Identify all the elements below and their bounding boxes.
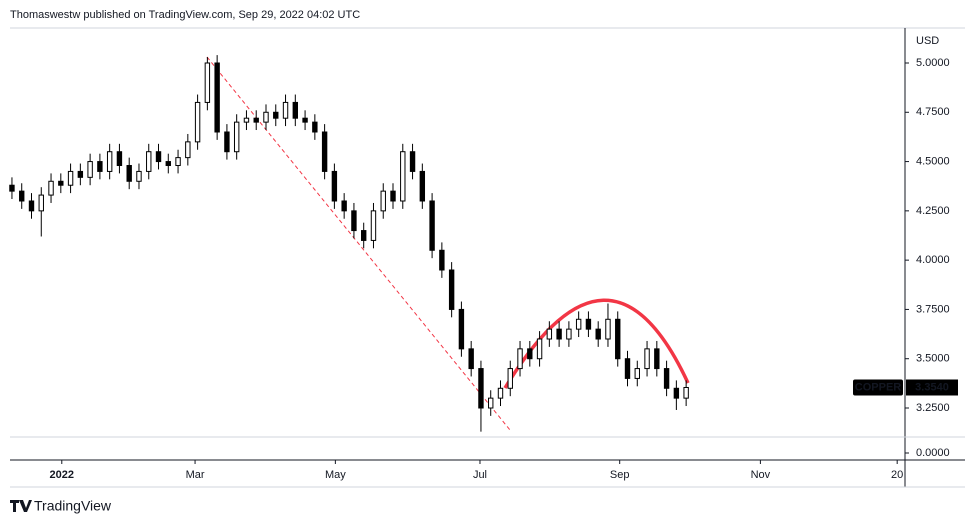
candle-body bbox=[67, 170, 74, 186]
candle-body bbox=[155, 151, 162, 163]
candle-body bbox=[9, 184, 15, 192]
x-tick-label: May bbox=[325, 469, 346, 481]
last-price-label: 3.3540 bbox=[915, 381, 949, 393]
candle-body bbox=[253, 117, 259, 123]
footer: TradingView bbox=[34, 498, 112, 514]
candle-body bbox=[488, 397, 494, 409]
candle-body bbox=[585, 318, 592, 330]
candle-body bbox=[624, 358, 631, 379]
candle-body bbox=[341, 200, 347, 212]
y-tick-label: 4.2500 bbox=[916, 205, 950, 217]
candle-body bbox=[595, 328, 601, 340]
candle-body bbox=[38, 194, 44, 212]
candle-body bbox=[654, 348, 660, 370]
candle-body bbox=[165, 161, 171, 167]
x-tick-label: 2022 bbox=[50, 469, 74, 481]
x-tick-label: Mar bbox=[186, 469, 205, 481]
candle-body bbox=[478, 368, 484, 409]
candle-body bbox=[546, 328, 553, 340]
y-tick-label: 5.0000 bbox=[916, 57, 950, 69]
candle-body bbox=[126, 165, 132, 182]
candle-body bbox=[527, 348, 533, 360]
candle-body bbox=[429, 200, 435, 251]
header: Thomaswestw published on TradingView.com… bbox=[10, 9, 360, 21]
candle-body bbox=[409, 151, 416, 172]
y-tick-label: 3.5000 bbox=[916, 353, 950, 365]
candle-body bbox=[663, 368, 670, 389]
candle-body bbox=[28, 200, 35, 212]
candle-body bbox=[204, 62, 211, 103]
candle-body bbox=[321, 131, 328, 172]
candle-body bbox=[243, 117, 250, 123]
candle-body bbox=[370, 210, 377, 241]
candle-body bbox=[19, 190, 25, 202]
rounded-top-arc bbox=[503, 298, 690, 389]
candle-body bbox=[497, 387, 504, 399]
candle-body bbox=[77, 170, 84, 178]
candle-body bbox=[106, 151, 113, 172]
x-tick-label: Nov bbox=[751, 469, 771, 481]
y-tick-label: 4.5000 bbox=[916, 155, 950, 167]
candle-body bbox=[673, 387, 680, 399]
candle-body bbox=[458, 308, 465, 350]
candle-body bbox=[566, 328, 572, 340]
candle-body bbox=[439, 249, 445, 271]
candle-body bbox=[214, 62, 220, 133]
candle-body bbox=[400, 151, 406, 202]
candle-body bbox=[536, 338, 543, 360]
candle-body bbox=[58, 180, 64, 186]
candle-body bbox=[146, 151, 152, 172]
y-tick-label: 3.2500 bbox=[916, 402, 950, 414]
last-price-box bbox=[906, 379, 958, 396]
candle-body bbox=[185, 141, 191, 159]
x-tick-label: Jul bbox=[473, 469, 487, 481]
candle-body bbox=[331, 170, 338, 202]
candle-body bbox=[48, 180, 54, 196]
candle-body bbox=[361, 230, 367, 241]
x-tick-label: 20 bbox=[891, 469, 903, 481]
candle-body bbox=[419, 170, 426, 202]
candle-body bbox=[136, 170, 142, 182]
series-name: COPPER bbox=[855, 381, 902, 393]
candle-body bbox=[116, 151, 123, 167]
candle-body bbox=[302, 117, 308, 123]
candle-body bbox=[282, 101, 289, 119]
candle-body bbox=[292, 101, 299, 119]
candle-body bbox=[575, 318, 582, 330]
candle-body bbox=[273, 111, 279, 119]
candle-body bbox=[380, 190, 386, 212]
candle-body bbox=[644, 348, 650, 370]
candle-body bbox=[175, 157, 181, 167]
y-tick-label: 4.7500 bbox=[916, 106, 950, 118]
candle-body bbox=[312, 121, 318, 133]
candle-body bbox=[351, 210, 357, 232]
candle-body bbox=[605, 318, 611, 340]
trend-line bbox=[206, 56, 511, 431]
candle-body bbox=[224, 131, 230, 153]
candle-body bbox=[683, 386, 689, 399]
x-tick-label: Sep bbox=[610, 469, 630, 481]
candle-body bbox=[448, 269, 455, 310]
series-name-box bbox=[853, 379, 903, 396]
y-tick-label: 0.0000 bbox=[916, 447, 950, 459]
y-tick-label: 3.7500 bbox=[916, 303, 950, 315]
candle-body bbox=[263, 111, 269, 123]
candle-body bbox=[615, 318, 621, 360]
y-tick-label: 4.0000 bbox=[916, 254, 950, 266]
candle-body bbox=[507, 368, 513, 389]
candle-body bbox=[87, 161, 93, 178]
candle-body bbox=[233, 121, 240, 153]
candle-body bbox=[468, 348, 474, 370]
candle-body bbox=[634, 368, 640, 379]
candle-body bbox=[556, 328, 562, 340]
candle-body bbox=[517, 348, 523, 370]
candle-body bbox=[390, 190, 396, 202]
candle-body bbox=[97, 161, 103, 172]
candle-body bbox=[194, 101, 201, 143]
currency-label: USD bbox=[916, 35, 939, 47]
logo: TradingView bbox=[10, 498, 112, 514]
